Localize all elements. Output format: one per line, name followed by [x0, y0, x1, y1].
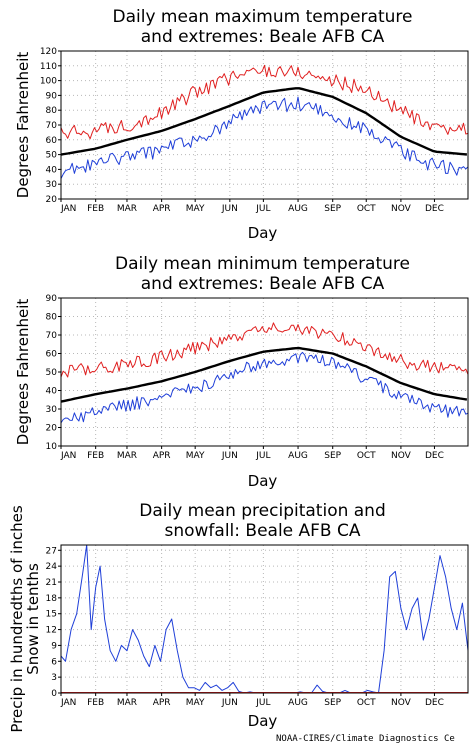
y-tick-label: 50 — [46, 151, 58, 161]
y-tick-label: 50 — [46, 368, 58, 378]
x-tick-label: DEC — [425, 451, 444, 461]
y-axis-label: Snow in tenths — [24, 563, 42, 675]
x-tick-label: FEB — [87, 204, 104, 214]
y-tick-label: 27 — [46, 546, 57, 556]
x-tick-label: APR — [153, 204, 171, 214]
chart-title-line: and extremes: Beale AFB CA — [141, 27, 385, 47]
x-tick-label: AUG — [288, 698, 308, 708]
series-line-min — [60, 351, 469, 424]
y-tick-label: 20 — [46, 195, 58, 205]
y-tick-label: 70 — [46, 331, 58, 341]
x-axis-label: Day — [248, 224, 278, 242]
y-tick-label: 30 — [46, 180, 58, 190]
x-tick-label: APR — [153, 451, 171, 461]
series-line-precip — [60, 544, 469, 694]
x-tick-label: JUN — [221, 698, 238, 708]
credit-text: NOAA-CIRES/Climate Diagnostics Ce — [276, 734, 455, 744]
x-tick-label: APR — [153, 698, 171, 708]
x-tick-label: NOV — [391, 451, 412, 461]
y-tick-label: 9 — [51, 641, 57, 651]
x-tick-label: DEC — [425, 698, 444, 708]
y-tick-label: 70 — [46, 121, 58, 131]
x-tick-label: JAN — [60, 204, 76, 214]
series-line-max — [60, 64, 469, 140]
y-tick-label: 110 — [40, 62, 57, 72]
chart-title-line: Daily mean minimum temperature — [115, 254, 410, 274]
series-line-mean — [60, 346, 468, 403]
x-tick-label: MAY — [186, 204, 205, 214]
x-tick-label: OCT — [357, 451, 376, 461]
y-tick-label: 100 — [40, 77, 57, 87]
plot-frame — [60, 50, 469, 200]
y-tick-label: 60 — [46, 350, 58, 360]
x-tick-label: NOV — [391, 698, 412, 708]
x-tick-label: FEB — [87, 698, 104, 708]
y-tick-label: 90 — [46, 294, 58, 304]
x-tick-label: JUL — [255, 698, 270, 708]
x-tick-label: SEP — [324, 204, 341, 214]
y-tick-label: 30 — [46, 405, 58, 415]
x-axis-label: Day — [248, 472, 278, 490]
chart-title-line: Daily mean maximum temperature — [113, 7, 413, 27]
x-tick-label: SEP — [324, 451, 341, 461]
y-tick-label: 80 — [46, 313, 58, 323]
y-tick-label: 18 — [46, 594, 58, 604]
x-tick-label: MAY — [186, 451, 205, 461]
y-axis-label: Degrees Fahrenheit — [14, 52, 32, 199]
y-tick-label: 40 — [46, 387, 58, 397]
x-tick-label: JAN — [60, 698, 76, 708]
x-tick-label: MAR — [117, 698, 137, 708]
y-tick-label: 120 — [40, 47, 57, 57]
x-tick-label: OCT — [357, 698, 376, 708]
y-tick-label: 10 — [46, 442, 58, 452]
y-tick-label: 0 — [51, 689, 57, 699]
x-tick-label: SEP — [324, 698, 341, 708]
chart-title-line: Daily mean precipitation and — [139, 501, 386, 521]
chart-title-line: snowfall: Beale AFB CA — [164, 521, 360, 541]
x-tick-label: OCT — [357, 204, 376, 214]
x-tick-label: JUL — [255, 204, 270, 214]
x-tick-label: DEC — [425, 204, 444, 214]
x-tick-label: FEB — [87, 451, 104, 461]
y-tick-label: 40 — [46, 165, 58, 175]
chart-title-line: and extremes: Beale AFB CA — [141, 274, 385, 294]
x-tick-label: JUL — [255, 451, 270, 461]
x-tick-label: JUN — [221, 451, 238, 461]
plot-frame — [60, 297, 469, 447]
series-line-min — [60, 96, 469, 179]
y-tick-label: 24 — [46, 562, 58, 572]
x-tick-label: JAN — [60, 451, 76, 461]
y-tick-label: 20 — [46, 424, 58, 434]
x-axis-label: Day — [248, 712, 278, 730]
y-tick-label: 60 — [46, 136, 58, 146]
y-tick-label: 6 — [51, 657, 57, 667]
x-tick-label: AUG — [288, 204, 308, 214]
series-line-max — [60, 322, 469, 378]
plot-frame — [60, 544, 469, 694]
y-tick-label: 3 — [51, 673, 57, 683]
y-tick-label: 15 — [46, 610, 57, 620]
y-axis-label: Degrees Fahrenheit — [14, 299, 32, 446]
x-tick-label: JUN — [221, 204, 238, 214]
x-tick-label: NOV — [391, 204, 412, 214]
y-axis-label: Precip in hundredths of inches — [8, 505, 26, 732]
y-tick-label: 90 — [46, 91, 58, 101]
series-line-mean — [60, 87, 468, 156]
x-tick-label: AUG — [288, 451, 308, 461]
y-tick-label: 21 — [46, 578, 57, 588]
x-tick-label: MAY — [186, 698, 205, 708]
y-tick-label: 80 — [46, 106, 58, 116]
x-tick-label: MAR — [117, 204, 137, 214]
y-tick-label: 12 — [46, 626, 57, 636]
x-tick-label: MAR — [117, 451, 137, 461]
